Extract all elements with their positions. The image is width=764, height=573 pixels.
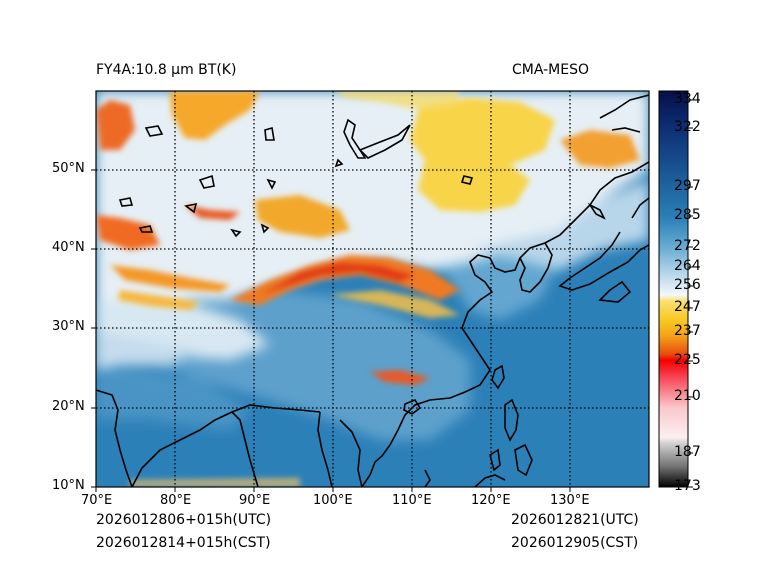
lon-tick-100e: 100°E [313, 493, 353, 508]
colorbar-tick: 237 [674, 323, 701, 339]
model-name: CMA-MESO [512, 62, 590, 78]
lat-tick-10n: 10°N [52, 478, 85, 493]
colorbar-tick: 297 [674, 178, 701, 194]
colorbar-frame [658, 90, 689, 488]
colorbar-tick: 285 [674, 207, 701, 223]
lon-tick-90e: 90°E [239, 493, 271, 508]
colorbar [659, 91, 688, 487]
map-title: FY4A:10.8 µm BT(K) [96, 62, 237, 78]
graticule [96, 91, 649, 487]
colorbar-tick: 173 [674, 478, 701, 494]
lon-tick-110e: 110°E [392, 493, 432, 508]
colorbar-tick: 247 [674, 299, 701, 315]
colorbar-tick: 264 [674, 258, 701, 274]
init-time-cst: 2026012814+015h(CST) [96, 535, 271, 551]
colorbar-tick: 334 [674, 91, 701, 107]
colorbar-tick: 225 [674, 352, 701, 368]
satellite-imagery [96, 91, 649, 487]
coastlines [96, 94, 649, 487]
lon-tick-120e: 120°E [471, 493, 511, 508]
colorbar-tick: 272 [674, 238, 701, 254]
map-frame [95, 90, 650, 488]
lat-tick-30n: 30°N [52, 319, 85, 334]
lat-tick-40n: 40°N [52, 240, 85, 255]
colorbar-tick: 187 [674, 444, 701, 460]
valid-time-cst: 2026012905(CST) [511, 535, 639, 551]
lat-tick-50n: 50°N [52, 161, 85, 176]
lon-tick-130e: 130°E [550, 493, 590, 508]
lon-tick-80e: 80°E [160, 493, 192, 508]
init-time-utc: 2026012806+015h(UTC) [96, 512, 272, 528]
lon-tick-70e: 70°E [81, 493, 113, 508]
valid-time-utc: 2026012821(UTC) [511, 512, 639, 528]
colorbar-tick: 210 [674, 388, 701, 404]
lat-tick-20n: 20°N [52, 399, 85, 414]
colorbar-tick: 256 [674, 277, 701, 293]
colorbar-tick: 322 [674, 119, 701, 135]
